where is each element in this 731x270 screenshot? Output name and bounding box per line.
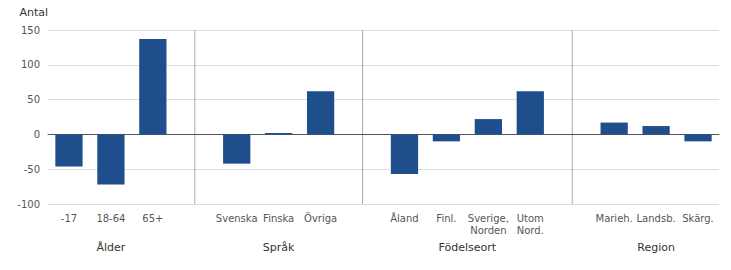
svg-text:Antal: Antal — [19, 6, 48, 19]
svg-text:18-64: 18-64 — [96, 213, 125, 224]
svg-text:-50: -50 — [24, 164, 40, 175]
svg-text:Svenska: Svenska — [216, 213, 258, 224]
svg-text:65+: 65+ — [142, 213, 163, 224]
svg-text:-100: -100 — [17, 199, 40, 210]
svg-text:Finl.: Finl. — [436, 213, 456, 224]
svg-text:Skärg.: Skärg. — [682, 213, 714, 224]
svg-text:Landsb.: Landsb. — [637, 213, 676, 224]
svg-text:0: 0 — [34, 129, 40, 140]
svg-text:Åland: Åland — [390, 212, 418, 224]
svg-text:Norden: Norden — [470, 225, 506, 236]
svg-text:Finska: Finska — [263, 213, 294, 224]
svg-text:Födelseort: Födelseort — [439, 241, 497, 254]
svg-text:50: 50 — [27, 94, 40, 105]
svg-text:Nord.: Nord. — [517, 225, 544, 236]
svg-text:-17: -17 — [61, 213, 77, 224]
svg-text:Sverige,: Sverige, — [468, 213, 509, 224]
svg-text:Utom: Utom — [517, 213, 544, 224]
svg-text:Övriga: Övriga — [304, 212, 337, 224]
svg-text:Språk: Språk — [263, 241, 295, 254]
svg-text:100: 100 — [21, 59, 40, 70]
svg-text:Ålder: Ålder — [96, 241, 125, 254]
svg-text:Region: Region — [637, 241, 675, 254]
svg-text:150: 150 — [21, 25, 40, 36]
svg-text:Marieh.: Marieh. — [595, 213, 632, 224]
